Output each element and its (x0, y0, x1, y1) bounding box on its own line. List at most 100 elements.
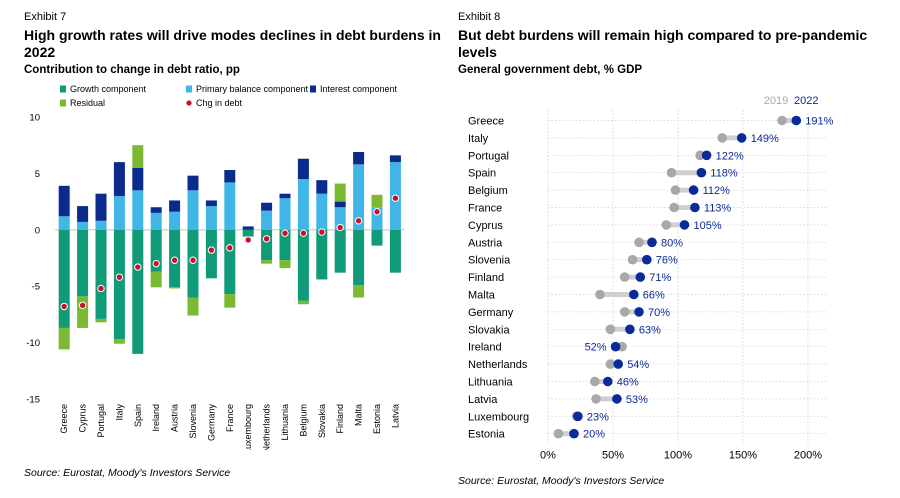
y-tick-label: 0 (35, 225, 40, 236)
dot-2019 (591, 394, 601, 404)
value-label-2022: 70% (648, 307, 670, 319)
bar-segment-interest (279, 193, 291, 199)
value-label-2022: 149% (751, 133, 779, 145)
row-label: Italy (468, 133, 489, 145)
bar-segment-growth (150, 229, 162, 272)
value-label-2022: 80% (661, 237, 683, 249)
x-tick-label: Austria (170, 404, 180, 432)
bar-segment-growth (371, 229, 383, 246)
value-label-2022: 63% (639, 324, 661, 336)
chg-dot (281, 229, 289, 237)
value-label-2022: 76% (656, 255, 678, 267)
chg-dot (170, 256, 179, 264)
bar-segment-residual (58, 327, 70, 350)
legend-label-2019: 2019 (764, 95, 788, 107)
row-label: Spain (468, 168, 496, 180)
dot-2019 (595, 289, 605, 300)
row-label: Austria (468, 237, 503, 249)
bar-segment-primary (58, 216, 70, 230)
bar-segment-interest (58, 185, 70, 217)
bar-segment-growth (316, 229, 328, 280)
value-label-2022: 71% (649, 272, 671, 284)
chart-title-right-line2: levels (458, 44, 497, 60)
bar-segment-residual (113, 339, 125, 344)
dot-2022 (696, 167, 707, 178)
dot-2019 (605, 324, 616, 335)
legend-label-2022: 2022 (794, 95, 818, 107)
value-label-2022: 118% (710, 168, 738, 180)
dot-2019 (590, 376, 600, 387)
bar-segment-growth (58, 229, 70, 328)
dot-2022 (634, 307, 644, 317)
dot-2019 (605, 359, 616, 369)
bar-segment-primary (77, 221, 89, 230)
value-label-2022: 53% (626, 394, 648, 406)
dot-2022 (690, 202, 700, 213)
x-tick-label: 100% (664, 450, 692, 460)
row-label: Malta (468, 290, 496, 302)
x-axis-right: 0% 50% 100% 150% 200% (540, 450, 822, 460)
bar-segment-interest (389, 155, 401, 163)
legend-swatch-residual (60, 99, 66, 107)
y-tick-label: -15 (26, 395, 40, 406)
legend-label-interest: Interest component (320, 84, 398, 94)
x-tick-label: Italy (114, 404, 124, 421)
row-label: Netherlands (468, 359, 528, 371)
bar-segment-residual (279, 260, 291, 269)
row-label: Slovakia (468, 324, 510, 336)
legend-left: Growth component Primary balance componen… (60, 84, 398, 108)
value-label-2022: 23% (587, 411, 609, 423)
dot-2019 (717, 133, 727, 143)
value-label-2022: 66% (643, 290, 665, 302)
x-tick-label: Slovenia (188, 404, 198, 439)
bar-segment-interest (261, 202, 273, 211)
legend-swatch-primary (186, 85, 192, 93)
bar-segment-growth (77, 229, 89, 297)
bar-segment-interest (316, 180, 328, 194)
bar-segment-primary (205, 206, 217, 230)
dot-2022 (610, 341, 621, 352)
bar-segment-growth (297, 229, 309, 301)
x-tick-label: France (225, 404, 235, 432)
row-label: Latvia (468, 394, 498, 406)
bar-segment-interest (77, 206, 89, 222)
bar-segment-primary (187, 190, 199, 230)
y-tick-label: -5 (32, 282, 40, 293)
dot-2019 (670, 185, 681, 195)
chart-subtitle-right: General government debt, % GDP (458, 64, 643, 76)
bar-segment-residual (77, 296, 89, 328)
row-label: Slovenia (468, 255, 511, 267)
x-tick-label: Slovakia (317, 404, 327, 438)
dumbbell-chart: 2019 2022 Greece 191% Italy 149% Portugal 122%… (468, 95, 834, 460)
row-label: Luxembourg (468, 411, 529, 423)
x-tick-label: Lithuania (280, 404, 290, 441)
row-label: Germany (468, 307, 514, 319)
chart-title-right-line1: But debt burdens will remain high compar… (458, 27, 868, 43)
y-tick-label: 10 (29, 113, 40, 124)
dot-2019 (669, 202, 679, 213)
bar-segment-interest (334, 201, 346, 208)
value-label-2022: 54% (627, 359, 649, 371)
bar-segment-growth (261, 229, 273, 261)
bar-segment-growth (389, 229, 401, 273)
bar-segment-residual (297, 300, 309, 305)
x-tick-label: Ireland (151, 404, 161, 432)
legend-right: 2019 2022 (764, 95, 819, 107)
bar-segment-residual (150, 271, 162, 288)
dot-2022 (629, 289, 639, 300)
chart-subtitle-left: Contribution to change in debt ratio, pp (24, 64, 240, 76)
bar-segment-primary (334, 207, 346, 230)
dot-2019 (627, 254, 638, 265)
source-left: Source: Eurostat, Moody's Investors Serv… (24, 467, 231, 479)
legend-label-primary: Primary balance component (196, 84, 309, 94)
x-tick-label: Luxembourg (243, 404, 253, 450)
value-label-2022: 113% (704, 203, 732, 215)
legend-label-growth: Growth component (70, 84, 147, 94)
bar-segment-residual (371, 194, 383, 208)
row-label: Finland (468, 272, 504, 284)
bar-segment-primary (224, 182, 236, 230)
row-label: Ireland (468, 342, 502, 354)
x-tick-label: 0% (540, 450, 556, 460)
row-label: Cyprus (468, 220, 503, 232)
x-tick-label: 50% (602, 450, 624, 460)
